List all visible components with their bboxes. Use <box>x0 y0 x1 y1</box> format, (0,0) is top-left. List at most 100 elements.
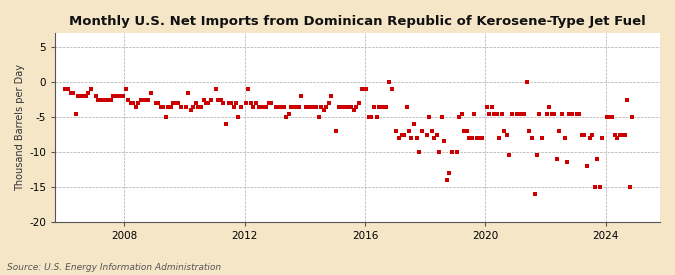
Y-axis label: Thousand Barrels per Day: Thousand Barrels per Day <box>15 64 25 191</box>
Point <box>263 101 274 105</box>
Point <box>597 136 608 140</box>
Point <box>401 104 412 109</box>
Point <box>579 132 590 137</box>
Point <box>381 104 392 109</box>
Point <box>379 104 389 109</box>
Point <box>281 115 292 119</box>
Point <box>516 111 527 116</box>
Point <box>466 136 477 140</box>
Point <box>123 97 134 102</box>
Point <box>80 94 91 98</box>
Point <box>541 111 552 116</box>
Point <box>481 104 492 109</box>
Point <box>286 104 296 109</box>
Point <box>506 111 517 116</box>
Point <box>564 111 575 116</box>
Point <box>120 87 131 91</box>
Point <box>617 132 628 137</box>
Point <box>73 94 84 98</box>
Point <box>604 115 615 119</box>
Point <box>567 111 578 116</box>
Point <box>211 87 221 91</box>
Point <box>236 104 246 109</box>
Point <box>494 136 505 140</box>
Point <box>130 104 141 109</box>
Point <box>143 97 154 102</box>
Point <box>62 87 73 91</box>
Point <box>173 101 184 105</box>
Point <box>346 104 356 109</box>
Point <box>303 104 314 109</box>
Point <box>351 104 362 109</box>
Point <box>75 94 86 98</box>
Point <box>414 150 425 154</box>
Point <box>271 104 281 109</box>
Point <box>311 104 322 109</box>
Point <box>168 101 179 105</box>
Point <box>369 104 379 109</box>
Point <box>489 111 500 116</box>
Point <box>65 90 76 95</box>
Point <box>386 87 397 91</box>
Point <box>587 132 597 137</box>
Point <box>261 104 271 109</box>
Point <box>276 104 287 109</box>
Point <box>228 104 239 109</box>
Point <box>572 111 583 116</box>
Point <box>376 104 387 109</box>
Point <box>221 122 232 126</box>
Point <box>158 104 169 109</box>
Point <box>110 94 121 98</box>
Point <box>133 101 144 105</box>
Point <box>477 136 487 140</box>
Point <box>514 111 524 116</box>
Point <box>183 90 194 95</box>
Point <box>576 132 587 137</box>
Point <box>531 153 542 158</box>
Point <box>70 111 81 116</box>
Point <box>92 97 103 102</box>
Point <box>163 104 173 109</box>
Point <box>215 97 226 102</box>
Point <box>319 108 329 112</box>
Point <box>589 185 600 189</box>
Point <box>338 104 349 109</box>
Point <box>223 101 234 105</box>
Point <box>68 90 78 95</box>
Point <box>396 132 407 137</box>
Point <box>266 101 277 105</box>
Point <box>253 104 264 109</box>
Point <box>624 185 635 189</box>
Point <box>526 136 537 140</box>
Point <box>556 111 567 116</box>
Point <box>524 129 535 133</box>
Point <box>443 171 454 175</box>
Point <box>373 104 384 109</box>
Point <box>431 132 442 137</box>
Point <box>562 160 572 165</box>
Point <box>537 136 547 140</box>
Point <box>153 101 163 105</box>
Point <box>582 164 593 168</box>
Point <box>491 111 502 116</box>
Point <box>296 94 306 98</box>
Point <box>233 115 244 119</box>
Point <box>416 129 427 133</box>
Point <box>471 136 482 140</box>
Point <box>559 136 570 140</box>
Point <box>126 101 136 105</box>
Point <box>105 97 116 102</box>
Point <box>512 111 522 116</box>
Point <box>82 90 93 95</box>
Point <box>404 129 414 133</box>
Point <box>614 132 625 137</box>
Point <box>429 136 439 140</box>
Point <box>474 136 485 140</box>
Point <box>620 132 630 137</box>
Point <box>146 90 157 95</box>
Point <box>398 132 409 137</box>
Point <box>421 132 432 137</box>
Point <box>256 104 267 109</box>
Point <box>551 157 562 161</box>
Point <box>196 104 207 109</box>
